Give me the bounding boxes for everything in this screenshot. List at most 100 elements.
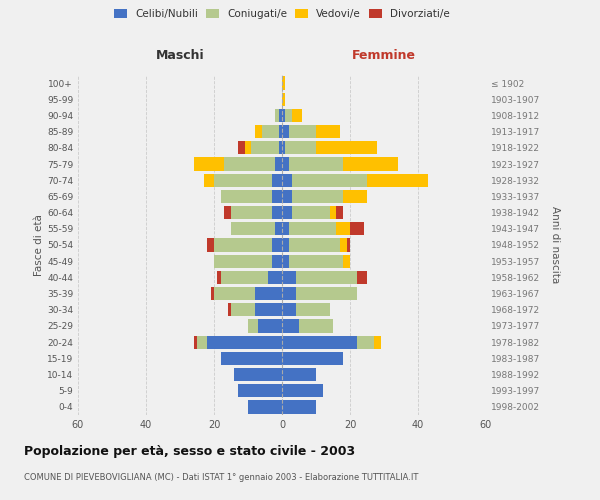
Bar bbox=[282, 158, 289, 170]
Bar bbox=[217, 270, 221, 284]
Bar bbox=[350, 222, 364, 235]
Bar bbox=[221, 352, 282, 365]
Bar bbox=[289, 158, 343, 170]
Bar bbox=[282, 109, 286, 122]
Bar bbox=[282, 206, 292, 220]
Bar bbox=[272, 206, 282, 220]
Bar bbox=[245, 141, 251, 154]
Bar bbox=[231, 303, 255, 316]
Bar bbox=[238, 384, 282, 398]
Bar bbox=[282, 222, 289, 235]
Bar bbox=[272, 254, 282, 268]
Bar bbox=[282, 141, 286, 154]
Bar bbox=[374, 336, 380, 349]
Bar bbox=[286, 141, 316, 154]
Bar bbox=[282, 76, 286, 90]
Bar bbox=[282, 400, 316, 413]
Bar bbox=[347, 238, 350, 252]
Bar bbox=[278, 125, 282, 138]
Bar bbox=[282, 352, 343, 365]
Bar bbox=[367, 174, 428, 187]
Bar bbox=[231, 222, 275, 235]
Bar bbox=[224, 158, 275, 170]
Y-axis label: Fasce di età: Fasce di età bbox=[34, 214, 44, 276]
Bar bbox=[214, 287, 255, 300]
Bar bbox=[255, 125, 262, 138]
Bar bbox=[329, 206, 337, 220]
Bar bbox=[296, 303, 329, 316]
Bar bbox=[258, 320, 282, 332]
Bar bbox=[272, 174, 282, 187]
Bar bbox=[282, 125, 289, 138]
Bar bbox=[296, 287, 357, 300]
Bar bbox=[235, 368, 282, 381]
Bar bbox=[292, 190, 343, 203]
Legend: Celibi/Nubili, Coniugati/e, Vedovi/e, Divorziati/e: Celibi/Nubili, Coniugati/e, Vedovi/e, Di… bbox=[110, 5, 454, 24]
Text: Maschi: Maschi bbox=[155, 49, 205, 62]
Bar bbox=[278, 141, 282, 154]
Bar bbox=[357, 270, 367, 284]
Bar bbox=[282, 238, 289, 252]
Bar bbox=[282, 92, 286, 106]
Bar bbox=[343, 190, 367, 203]
Bar bbox=[289, 222, 337, 235]
Bar bbox=[224, 206, 231, 220]
Bar bbox=[214, 254, 272, 268]
Bar bbox=[282, 336, 357, 349]
Bar bbox=[275, 158, 282, 170]
Bar bbox=[343, 158, 398, 170]
Bar bbox=[337, 206, 343, 220]
Bar bbox=[282, 384, 323, 398]
Bar bbox=[197, 336, 207, 349]
Bar bbox=[282, 287, 296, 300]
Bar bbox=[248, 400, 282, 413]
Bar bbox=[207, 238, 214, 252]
Bar bbox=[316, 125, 340, 138]
Bar bbox=[292, 206, 329, 220]
Bar bbox=[282, 174, 292, 187]
Bar bbox=[357, 336, 374, 349]
Bar bbox=[272, 238, 282, 252]
Bar bbox=[282, 320, 299, 332]
Bar bbox=[282, 368, 316, 381]
Bar bbox=[282, 303, 296, 316]
Bar bbox=[272, 190, 282, 203]
Bar bbox=[194, 336, 197, 349]
Bar bbox=[289, 125, 316, 138]
Bar bbox=[292, 174, 367, 187]
Text: Femmine: Femmine bbox=[352, 49, 416, 62]
Bar bbox=[211, 287, 214, 300]
Bar bbox=[262, 125, 278, 138]
Text: Popolazione per età, sesso e stato civile - 2003: Popolazione per età, sesso e stato civil… bbox=[24, 445, 355, 458]
Bar bbox=[275, 222, 282, 235]
Bar bbox=[251, 141, 278, 154]
Y-axis label: Anni di nascita: Anni di nascita bbox=[550, 206, 560, 284]
Bar bbox=[238, 141, 245, 154]
Bar bbox=[286, 109, 292, 122]
Bar bbox=[268, 270, 282, 284]
Bar bbox=[227, 303, 231, 316]
Bar bbox=[248, 320, 258, 332]
Bar bbox=[221, 270, 268, 284]
Bar bbox=[214, 174, 272, 187]
Bar bbox=[275, 109, 278, 122]
Bar bbox=[299, 320, 333, 332]
Bar bbox=[343, 254, 350, 268]
Bar bbox=[231, 206, 272, 220]
Bar bbox=[316, 141, 377, 154]
Bar bbox=[194, 158, 224, 170]
Bar bbox=[282, 270, 296, 284]
Bar bbox=[255, 303, 282, 316]
Bar bbox=[282, 190, 292, 203]
Text: COMUNE DI PIEVEBOVIGLIANA (MC) - Dati ISTAT 1° gennaio 2003 - Elaborazione TUTTI: COMUNE DI PIEVEBOVIGLIANA (MC) - Dati IS… bbox=[24, 472, 418, 482]
Bar bbox=[214, 238, 272, 252]
Bar bbox=[207, 336, 282, 349]
Bar bbox=[204, 174, 214, 187]
Bar bbox=[289, 254, 343, 268]
Bar bbox=[289, 238, 340, 252]
Bar bbox=[255, 287, 282, 300]
Bar bbox=[278, 109, 282, 122]
Bar bbox=[282, 254, 289, 268]
Bar bbox=[337, 222, 350, 235]
Bar bbox=[292, 109, 302, 122]
